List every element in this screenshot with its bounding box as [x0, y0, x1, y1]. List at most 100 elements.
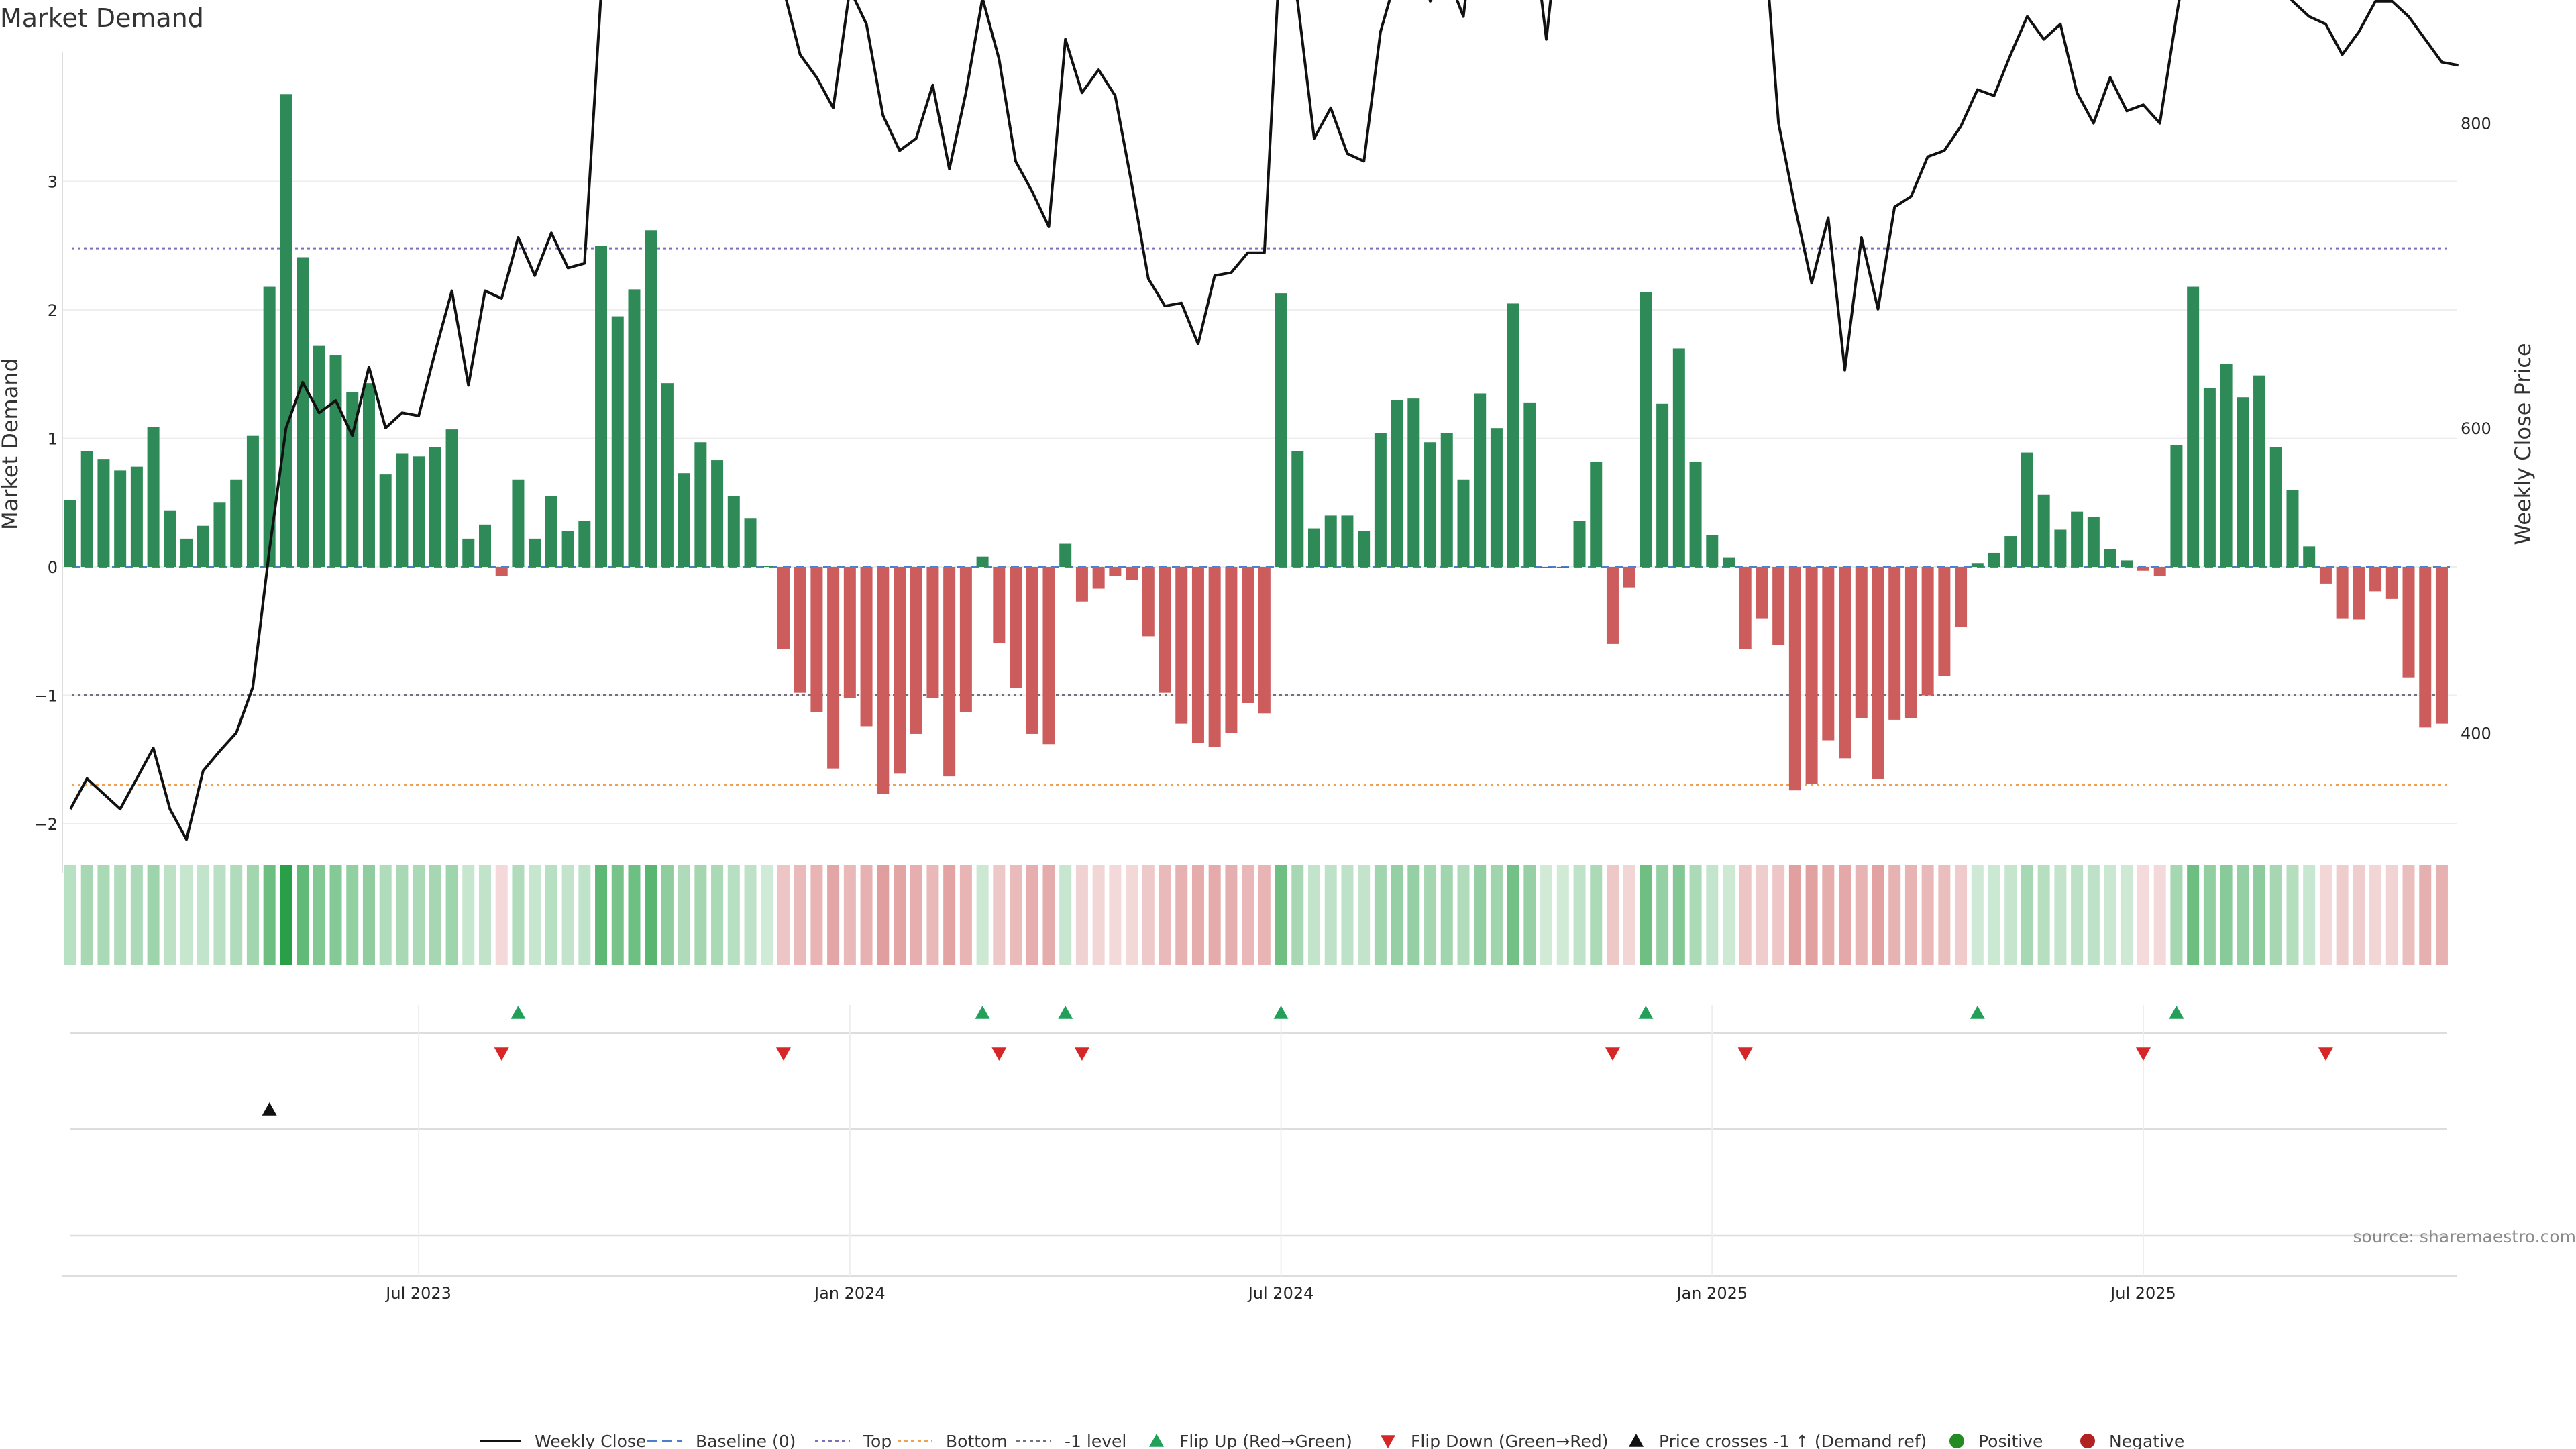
- demand-bar: [2153, 567, 2166, 576]
- demand-bar: [1623, 567, 1635, 588]
- demand-bar: [1507, 303, 1519, 567]
- strip-cell: [1507, 865, 1519, 965]
- strip-cell: [2004, 865, 2017, 965]
- demand-bar: [926, 567, 939, 698]
- demand-bar: [1391, 400, 1403, 567]
- strip-cell: [993, 865, 1006, 965]
- demand-bar: [777, 567, 790, 649]
- legend-swatch: [1629, 1434, 1644, 1447]
- strip-cell: [1672, 865, 1685, 965]
- demand-bar: [1142, 567, 1155, 637]
- demand-bar: [1407, 398, 1420, 567]
- strip-cell: [2137, 865, 2149, 965]
- demand-bar: [2104, 549, 2116, 567]
- demand-bar: [1606, 567, 1619, 644]
- strip-cell: [1126, 865, 1138, 965]
- demand-bar: [2121, 560, 2133, 567]
- strip-cell: [1971, 865, 1984, 965]
- strip-cell: [877, 865, 890, 965]
- demand-bar: [976, 556, 989, 567]
- strip-cell: [2385, 865, 2398, 965]
- y-tick-label: −1: [34, 687, 58, 706]
- flip-up-marker: [1638, 1006, 1654, 1019]
- demand-bar: [1075, 567, 1088, 602]
- flip-down-marker: [1605, 1047, 1620, 1061]
- strip-cell: [578, 865, 591, 965]
- demand-bar: [1904, 567, 1917, 718]
- demand-bar: [462, 538, 475, 567]
- demand-bar: [1689, 461, 1702, 567]
- demand-bar: [993, 567, 1006, 643]
- legend-label: Flip Up (Red→Green): [1179, 1432, 1352, 1449]
- demand-bar: [761, 566, 773, 567]
- flip-up-marker: [1058, 1006, 1073, 1019]
- strip-cell: [147, 865, 160, 965]
- strip-cell: [1573, 865, 1586, 965]
- demand-bar: [297, 257, 309, 567]
- legend-item: Flip Up (Red→Green): [1149, 1432, 1352, 1449]
- strip-cell: [2104, 865, 2116, 965]
- demand-bar: [329, 355, 342, 567]
- legend-label: Baseline (0): [696, 1432, 796, 1449]
- demand-bar: [843, 567, 856, 698]
- strip-cell: [1955, 865, 1968, 965]
- demand-bar: [1872, 567, 1884, 779]
- strip-cell: [711, 865, 724, 965]
- demand-bar: [313, 345, 325, 567]
- strip-cell: [1059, 865, 1072, 965]
- strip-cell: [827, 865, 840, 965]
- demand-bar: [246, 435, 259, 567]
- x-tick-label: Jan 2024: [813, 1284, 885, 1303]
- y-tick-label: 1: [48, 430, 58, 449]
- strip-cell: [761, 865, 773, 965]
- strip-cell: [80, 865, 93, 965]
- strip-cell: [263, 865, 276, 965]
- y-tick-label: −2: [34, 815, 58, 834]
- demand-bar: [860, 567, 873, 727]
- strip-cell: [130, 865, 143, 965]
- strip-cell: [396, 865, 409, 965]
- demand-bar: [1374, 433, 1387, 567]
- strip-cell: [910, 865, 922, 965]
- y2-axis-label: Weekly Close Price: [2510, 343, 2536, 545]
- demand-bar: [1042, 567, 1055, 745]
- demand-bar: [1756, 567, 1768, 619]
- strip-cell: [794, 865, 806, 965]
- demand-bar: [1457, 479, 1470, 567]
- demand-bar: [2303, 546, 2316, 567]
- strip-cell: [1208, 865, 1221, 965]
- strip-cell: [2087, 865, 2100, 965]
- strip-cell: [1075, 865, 1088, 965]
- strip-cell: [1921, 865, 1934, 965]
- strip-cell: [1358, 865, 1371, 965]
- strip-cell: [976, 865, 989, 965]
- demand-bar: [2137, 567, 2149, 571]
- flip-down-marker: [1737, 1047, 1753, 1061]
- demand-bar: [1324, 515, 1337, 567]
- demand-bar: [1358, 531, 1371, 567]
- strip-cell: [860, 865, 873, 965]
- demand-bar: [230, 479, 243, 567]
- demand-bar: [877, 567, 890, 794]
- demand-bar: [130, 466, 143, 567]
- demand-bar: [445, 429, 458, 567]
- demand-bar: [1971, 563, 1984, 567]
- flip-up-marker: [511, 1006, 526, 1019]
- legend-swatch: [2080, 1434, 2095, 1448]
- legend-label: Bottom: [946, 1432, 1008, 1449]
- strip-cell: [894, 865, 906, 965]
- strip-cell: [595, 865, 608, 965]
- y2-tick-label: 400: [2461, 724, 2491, 743]
- demand-bar: [1191, 567, 1204, 743]
- strip-cell: [959, 865, 972, 965]
- demand-bar: [611, 316, 624, 567]
- demand-bar: [2402, 567, 2415, 678]
- demand-bar: [2319, 567, 2332, 584]
- strip-cell: [2419, 865, 2432, 965]
- strip-cell: [1938, 865, 1951, 965]
- strip-cell: [529, 865, 541, 965]
- demand-bar: [396, 453, 409, 567]
- demand-bar: [2004, 536, 2017, 567]
- price-line: [69, 0, 2459, 841]
- strip-cell: [329, 865, 342, 965]
